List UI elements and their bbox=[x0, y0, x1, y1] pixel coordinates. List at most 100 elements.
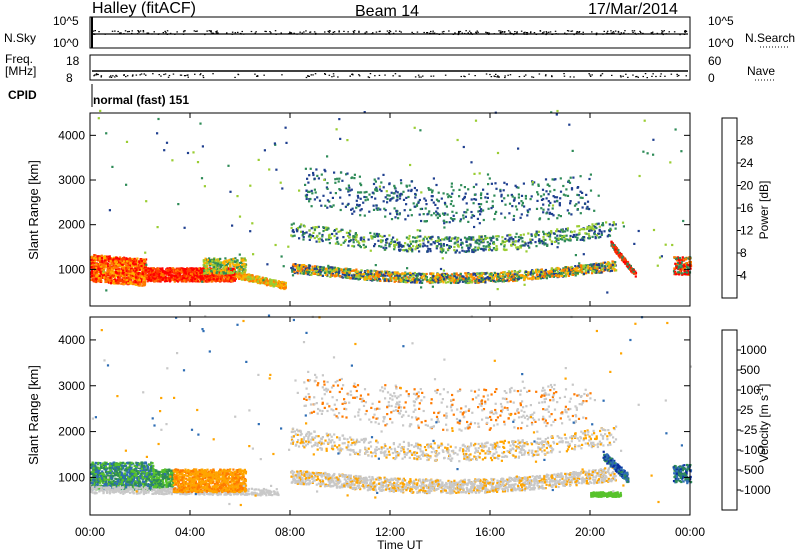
power-cell bbox=[608, 265, 611, 268]
power-cell bbox=[119, 279, 123, 282]
power-cell bbox=[291, 268, 294, 271]
power-cell bbox=[195, 271, 198, 275]
power-cell bbox=[580, 264, 583, 267]
power-cell bbox=[102, 264, 105, 267]
power-cell bbox=[107, 270, 111, 273]
power-cell bbox=[579, 269, 582, 272]
power-cell bbox=[92, 280, 95, 283]
power-cell bbox=[446, 274, 449, 277]
nave-point bbox=[464, 76, 466, 78]
power-cell bbox=[119, 257, 123, 260]
power-cell bbox=[182, 277, 185, 280]
nsky-point bbox=[375, 31, 378, 33]
power-cell bbox=[601, 268, 604, 271]
date-title: 17/Mar/2014 bbox=[588, 1, 678, 18]
nsky-point bbox=[523, 32, 525, 34]
power-cell bbox=[204, 262, 207, 265]
power-cell bbox=[224, 257, 227, 260]
power-cell bbox=[439, 239, 442, 242]
nave-point bbox=[333, 75, 335, 77]
power-cell bbox=[180, 271, 183, 274]
power-cell bbox=[447, 278, 450, 281]
power-cell bbox=[490, 275, 493, 278]
nsky-point bbox=[504, 31, 506, 33]
power-cell bbox=[566, 267, 569, 270]
power-cell bbox=[236, 271, 240, 274]
power-cell bbox=[394, 275, 397, 278]
power-cell bbox=[576, 271, 579, 274]
power-cell bbox=[498, 272, 501, 275]
nsky-point bbox=[389, 31, 392, 33]
power-cell bbox=[248, 280, 252, 283]
power-cell bbox=[204, 259, 207, 262]
power-cell bbox=[260, 280, 263, 283]
nave-point bbox=[589, 75, 592, 77]
power-cell bbox=[524, 274, 528, 277]
power-cell bbox=[140, 260, 143, 263]
power-cell bbox=[453, 278, 456, 281]
power-cell bbox=[299, 270, 302, 273]
power-cell bbox=[461, 275, 464, 278]
power-cell bbox=[319, 273, 322, 277]
power-cell bbox=[122, 276, 125, 279]
power-cell bbox=[123, 262, 126, 265]
power-cell bbox=[442, 276, 445, 279]
nave-point bbox=[125, 76, 127, 78]
power-cell bbox=[528, 272, 531, 275]
power-cell bbox=[251, 276, 254, 279]
power-cell bbox=[329, 268, 332, 272]
power-cell bbox=[274, 279, 277, 282]
power-cell bbox=[403, 274, 406, 277]
power-cell bbox=[174, 272, 177, 275]
power-cell bbox=[565, 272, 568, 275]
power-cell bbox=[123, 269, 126, 272]
power-cell bbox=[152, 267, 155, 270]
nave-point bbox=[495, 73, 497, 75]
power-cell bbox=[140, 275, 143, 278]
power-cell bbox=[593, 268, 596, 271]
power-cell bbox=[569, 270, 572, 273]
power-cell bbox=[91, 274, 94, 277]
nave-point bbox=[551, 75, 553, 77]
power-cell bbox=[410, 281, 413, 284]
power-cell bbox=[536, 268, 539, 271]
power-cell bbox=[266, 280, 269, 283]
power-cell bbox=[116, 274, 119, 277]
power-cell bbox=[145, 258, 148, 261]
power-cell bbox=[307, 271, 310, 274]
nsky-panel bbox=[89, 16, 691, 49]
power-cell bbox=[206, 275, 209, 278]
power-cell bbox=[322, 229, 325, 233]
power-cell bbox=[127, 258, 130, 261]
power-cell bbox=[579, 270, 582, 274]
power-cell bbox=[454, 281, 458, 284]
power-cell bbox=[447, 281, 450, 284]
nsky-point bbox=[640, 32, 642, 34]
power-cell bbox=[225, 279, 228, 282]
power-cell bbox=[328, 242, 331, 245]
power-cell bbox=[199, 279, 203, 282]
nsky-point bbox=[578, 31, 581, 33]
power-cell bbox=[607, 263, 610, 266]
power-cell bbox=[600, 232, 603, 235]
power-cell bbox=[587, 269, 590, 272]
power-cell bbox=[591, 235, 594, 238]
power-cell bbox=[162, 271, 165, 274]
power-cell bbox=[243, 273, 246, 276]
nsky-point bbox=[639, 30, 641, 32]
nsky-point bbox=[606, 32, 608, 34]
power-cell bbox=[90, 263, 93, 267]
power-cell bbox=[467, 277, 470, 280]
power-cell bbox=[263, 280, 266, 283]
power-cell bbox=[134, 276, 138, 279]
power-cell bbox=[115, 264, 118, 268]
nsky-point bbox=[468, 30, 471, 32]
power-cell bbox=[97, 267, 100, 270]
power-cell bbox=[554, 236, 557, 239]
nave-point bbox=[200, 73, 202, 75]
power-cell bbox=[440, 273, 443, 276]
power-cell bbox=[100, 257, 103, 260]
power-cell bbox=[561, 268, 564, 271]
power-cell bbox=[398, 278, 401, 281]
nsky-point bbox=[358, 30, 360, 32]
